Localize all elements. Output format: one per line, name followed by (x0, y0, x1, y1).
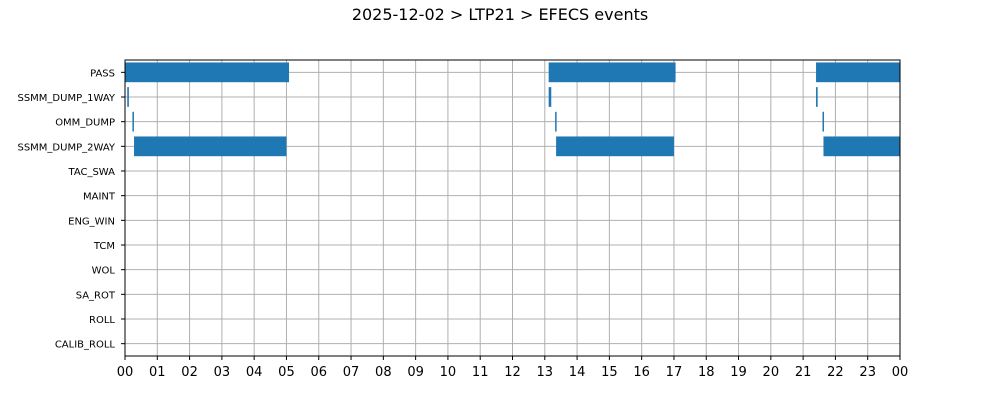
x-tick-label: 18 (698, 365, 715, 380)
y-tick-label: CALIB_ROLL (55, 340, 116, 351)
x-tick-label: 22 (827, 365, 844, 380)
event-bar (816, 62, 900, 83)
x-tick-label: 00 (892, 365, 909, 380)
event-bar (822, 111, 824, 132)
x-tick-label: 10 (440, 365, 457, 380)
x-tick-label: 08 (375, 365, 392, 380)
x-tick-label: 05 (278, 365, 295, 380)
x-tick-label: 19 (730, 365, 747, 380)
x-tick-label: 15 (601, 365, 618, 380)
y-tick-label: MAINT (83, 192, 116, 203)
event-bar (823, 136, 900, 157)
x-tick-label: 02 (181, 365, 198, 380)
x-tick-label: 16 (633, 365, 650, 380)
x-tick-label: 11 (472, 365, 489, 380)
event-bar (134, 136, 287, 157)
event-bar (132, 111, 134, 132)
x-tick-label: 00 (117, 365, 134, 380)
chart-title: 2025-12-02 > LTP21 > EFECS events (351, 5, 649, 24)
y-axis-labels: PASS SSMM_DUMP_1WAY OMM_DUMP SSMM_DUMP_2WAY… (17, 68, 115, 350)
bars-layer (125, 62, 900, 157)
y-tick-label: SA_ROT (76, 290, 116, 301)
x-tick-label: 01 (149, 365, 166, 380)
x-tick-label: 23 (859, 365, 876, 380)
event-bar (127, 87, 129, 107)
x-tick-label: 13 (537, 365, 554, 380)
x-tick-label: 12 (504, 365, 521, 380)
event-bar (548, 87, 552, 107)
x-axis-labels: 00 01 02 03 04 05 06 07 08 09 10 11 12 13 14 15 16 17 18 19… (117, 365, 909, 380)
x-tick-label: 06 (310, 365, 327, 380)
y-tick-label: TAC_SWA (67, 167, 115, 178)
x-tick-label: 09 (407, 365, 424, 380)
x-tick-label: 07 (343, 365, 360, 380)
y-tick-label: SSMM_DUMP_1WAY (17, 93, 115, 104)
y-tick-label: SSMM_DUMP_2WAY (17, 142, 115, 153)
x-tick-label: 21 (795, 365, 812, 380)
ticks-layer (121, 71, 901, 360)
x-tick-label: 03 (214, 365, 231, 380)
y-tick-label: ROLL (89, 315, 115, 326)
x-tick-label: 04 (246, 365, 263, 380)
event-bar (556, 136, 674, 157)
y-tick-label: TCM (93, 241, 115, 252)
y-tick-label: ENG_WIN (68, 216, 115, 227)
x-tick-label: 14 (569, 365, 586, 380)
grid-layer (124, 60, 901, 356)
y-tick-label: WOL (92, 266, 116, 277)
event-bar (548, 62, 676, 83)
event-bar (816, 87, 818, 107)
x-tick-label: 17 (666, 365, 683, 380)
x-tick-label: 20 (763, 365, 780, 380)
y-tick-label: PASS (90, 68, 115, 79)
event-bar (125, 62, 290, 83)
y-tick-label: OMM_DUMP (55, 118, 115, 129)
event-bar (555, 111, 557, 132)
